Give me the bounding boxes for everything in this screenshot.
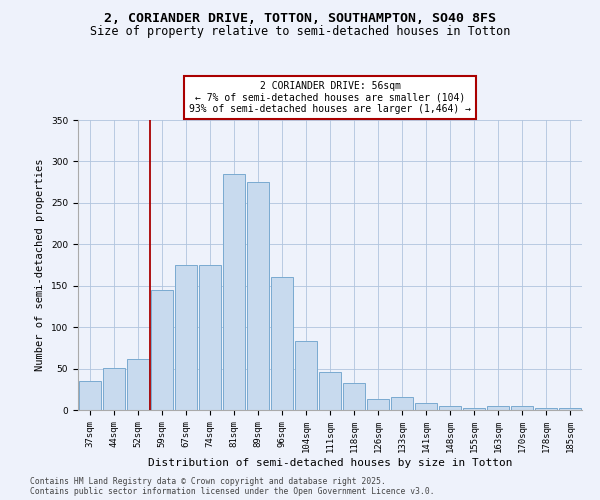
Text: Size of property relative to semi-detached houses in Totton: Size of property relative to semi-detach… xyxy=(90,25,510,38)
Bar xyxy=(127,360,149,410)
Text: Contains HM Land Registry data © Crown copyright and database right 2025.: Contains HM Land Registry data © Crown c… xyxy=(30,477,386,486)
Bar xyxy=(199,265,221,410)
Text: 2, CORIANDER DRIVE, TOTTON, SOUTHAMPTON, SO40 8FS: 2, CORIANDER DRIVE, TOTTON, SOUTHAMPTON,… xyxy=(104,12,496,26)
Bar xyxy=(295,341,317,410)
Text: Contains public sector information licensed under the Open Government Licence v3: Contains public sector information licen… xyxy=(30,487,434,496)
Bar xyxy=(103,368,125,410)
Bar xyxy=(151,290,173,410)
Text: 2 CORIANDER DRIVE: 56sqm
← 7% of semi-detached houses are smaller (104)
93% of s: 2 CORIANDER DRIVE: 56sqm ← 7% of semi-de… xyxy=(189,81,471,114)
Bar xyxy=(271,278,293,410)
Bar xyxy=(487,406,509,410)
Y-axis label: Number of semi-detached properties: Number of semi-detached properties xyxy=(35,159,46,371)
Bar xyxy=(175,265,197,410)
Bar xyxy=(559,408,581,410)
Bar xyxy=(391,396,413,410)
Bar xyxy=(343,384,365,410)
Bar xyxy=(463,408,485,410)
Bar xyxy=(535,408,557,410)
Bar xyxy=(223,174,245,410)
X-axis label: Distribution of semi-detached houses by size in Totton: Distribution of semi-detached houses by … xyxy=(148,458,512,468)
Bar xyxy=(511,406,533,410)
Bar xyxy=(367,399,389,410)
Bar xyxy=(319,372,341,410)
Bar xyxy=(439,406,461,410)
Bar xyxy=(79,381,101,410)
Bar xyxy=(247,182,269,410)
Bar xyxy=(415,404,437,410)
